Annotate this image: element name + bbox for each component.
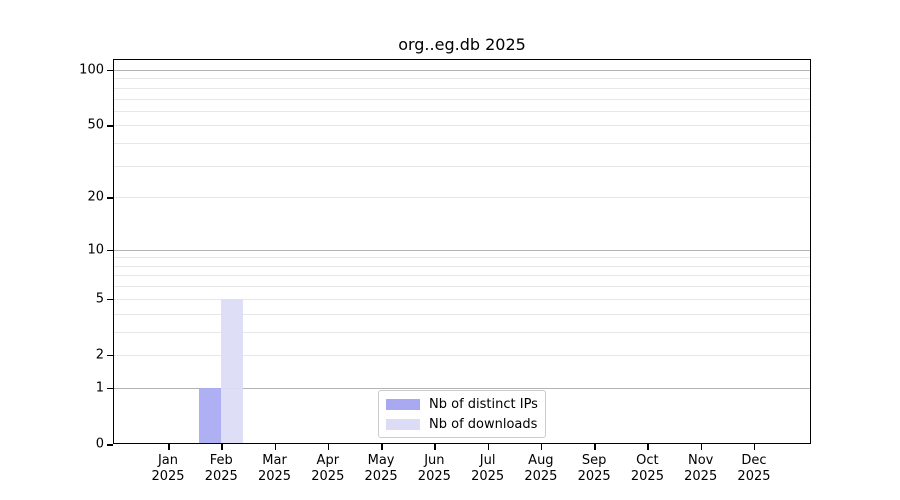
y-tick-label: 2 (95, 347, 104, 363)
x-tick (274, 444, 277, 450)
legend-swatch-downloads (386, 419, 420, 430)
y-tick (107, 354, 113, 357)
x-tick (647, 444, 649, 450)
legend: Nb of distinct IPs Nb of downloads (378, 390, 546, 438)
x-tick-label-apr: Apr 2025 (311, 453, 345, 484)
y-tick-label: 1 (95, 380, 104, 396)
gridline-minor (113, 197, 811, 199)
bar-nb-of-downloads-feb (221, 298, 244, 444)
legend-swatch-distinct-ips (386, 399, 420, 410)
gridline-minor (113, 354, 811, 356)
x-tick-label-mar: Mar 2025 (257, 453, 292, 484)
y-tick-label: 50 (87, 117, 104, 133)
y-tick-label: 20 (87, 189, 104, 205)
y-tick (107, 387, 113, 390)
gridline-minor (113, 275, 811, 277)
gridline-minor (113, 110, 811, 112)
gridline-minor (113, 78, 811, 80)
legend-entry-distinct-ips: Nb of distinct IPs (386, 396, 538, 413)
y-tick (107, 125, 113, 127)
gridline-minor (113, 265, 811, 267)
gridline-major (113, 249, 811, 251)
x-tick (381, 444, 383, 450)
gridline-minor (113, 125, 811, 127)
x-tick-label-feb: Feb 2025 (204, 453, 238, 484)
x-tick (221, 444, 223, 450)
gridline-minor (113, 143, 811, 144)
y-tick-label: 0 (95, 436, 104, 452)
plot-frame (113, 59, 811, 444)
x-tick (327, 444, 330, 450)
x-tick-label-may: May 2025 (364, 453, 398, 484)
x-tick-label-sep: Sep 2025 (577, 453, 611, 484)
legend-label-distinct-ips: Nb of distinct IPs (429, 397, 538, 412)
x-tick-label-dec: Dec 2025 (737, 453, 771, 484)
x-tick (168, 444, 170, 450)
x-tick-label-jan: Jan 2025 (151, 453, 185, 484)
gridline-minor (113, 257, 811, 259)
x-tick-label-jul: Jul 2025 (471, 453, 505, 484)
x-tick-label-oct: Oct 2025 (630, 453, 664, 484)
bar-nb-of-distinct-ips-feb (199, 387, 222, 444)
x-tick-label-jun: Jun 2025 (417, 453, 451, 484)
y-tick-label: 10 (87, 242, 104, 258)
x-tick (540, 444, 543, 450)
y-tick (107, 249, 113, 252)
y-tick-label: 5 (95, 291, 104, 307)
gridline-minor (113, 298, 811, 300)
gridline-minor (113, 87, 811, 89)
gridline-minor (113, 331, 811, 333)
chart-title: org..eg.db 2025 (398, 35, 526, 54)
gridline-minor (113, 98, 811, 100)
gridline-major (113, 387, 811, 389)
gridline-major (113, 69, 811, 71)
gridline-minor (113, 313, 811, 315)
x-tick (487, 444, 490, 450)
gridline-minor (113, 165, 811, 167)
y-tick-label: 100 (79, 62, 104, 78)
x-tick (700, 444, 703, 450)
y-tick (107, 69, 113, 72)
x-tick (753, 444, 756, 450)
legend-entry-downloads: Nb of downloads (386, 416, 537, 433)
gridline-minor (113, 286, 811, 288)
y-tick (107, 298, 113, 301)
x-tick-label-nov: Nov 2025 (684, 453, 718, 484)
y-tick (107, 197, 113, 199)
y-tick (107, 444, 113, 446)
x-tick (434, 444, 436, 450)
x-tick-label-aug: Aug 2025 (524, 453, 558, 484)
x-tick (594, 444, 596, 450)
legend-label-downloads: Nb of downloads (429, 417, 538, 432)
